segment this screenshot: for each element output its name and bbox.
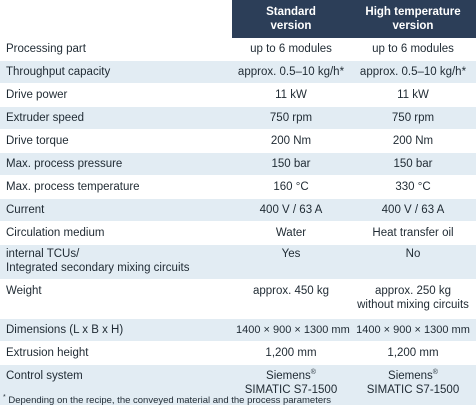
row-label: Max. process pressure <box>0 152 232 176</box>
row-max-process-temperature: Max. process temperature 160 °C 330 °C <box>0 175 476 199</box>
row-label: Max. process temperature <box>0 175 232 199</box>
footnote-text: Depending on the recipe, the conveyed ma… <box>8 395 332 407</box>
header-row: Standard version High temperature versio… <box>0 0 476 38</box>
header-high-temp-line-2: version <box>392 20 434 32</box>
row-dimensions: Dimensions (L x B x H) 1400 × 900 × 1300… <box>0 318 476 342</box>
row-label: Processing part <box>0 38 232 61</box>
header-standard-version: Standard version <box>232 0 350 38</box>
high-temp-value: approx. 0.5–10 kg/h* <box>350 60 476 84</box>
row-internal-tcus: internal TCUs/ Integrated secondary mixi… <box>0 244 476 280</box>
standard-value: 11 kW <box>232 83 350 107</box>
standard-value-line-1: Siemens <box>266 370 311 382</box>
registered-mark: ® <box>310 369 316 377</box>
standard-value: 400 V / 63 A <box>232 198 350 222</box>
row-current: Current 400 V / 63 A 400 V / 63 A <box>0 198 476 222</box>
high-temp-value-line-1: Siemens <box>388 370 433 382</box>
row-label: internal TCUs/ Integrated secondary mixi… <box>0 244 232 280</box>
row-label: Weight <box>0 279 232 319</box>
row-circulation-medium: Circulation medium Water Heat transfer o… <box>0 221 476 245</box>
row-label: Circulation medium <box>0 221 232 245</box>
row-max-process-pressure: Max. process pressure 150 bar 150 bar <box>0 152 476 176</box>
row-label-line-1: internal TCUs/ <box>6 248 80 260</box>
standard-value: 750 rpm <box>232 106 350 130</box>
row-label: Current <box>0 198 232 222</box>
high-temp-value: Heat transfer oil <box>350 221 476 245</box>
standard-value: Siemens® SIMATIC S7-1500 <box>232 364 350 406</box>
row-weight: Weight approx. 450 kg approx. 250 kg wit… <box>0 279 476 319</box>
row-processing-part: Processing part up to 6 modules up to 6 … <box>0 38 476 61</box>
high-temp-value: 200 Nm <box>350 129 476 153</box>
row-label: Control system <box>0 364 232 406</box>
header-high-temperature-version: High temperature version <box>350 0 476 38</box>
high-temp-value: 330 °C <box>350 175 476 199</box>
row-throughput-capacity: Throughput capacity approx. 0.5–10 kg/h*… <box>0 60 476 84</box>
standard-value: approx. 0.5–10 kg/h* <box>232 60 350 84</box>
standard-value: Yes <box>232 244 350 280</box>
header-standard-line-2: version <box>270 20 312 32</box>
high-temp-value: up to 6 modules <box>350 38 476 61</box>
high-temp-value: 1,200 mm <box>350 341 476 365</box>
row-label: Drive torque <box>0 129 232 153</box>
standard-value: 200 Nm <box>232 129 350 153</box>
row-label-line-2: Integrated secondary mixing circuits <box>6 262 190 274</box>
standard-value: 160 °C <box>232 175 350 199</box>
row-extruder-speed: Extruder speed 750 rpm 750 rpm <box>0 106 476 130</box>
row-control-system: Control system Siemens® SIMATIC S7-1500 … <box>0 364 476 406</box>
row-extrusion-height: Extrusion height 1,200 mm 1,200 mm <box>0 341 476 365</box>
standard-value: Water <box>232 221 350 245</box>
row-drive-torque: Drive torque 200 Nm 200 Nm <box>0 129 476 153</box>
high-temp-value: 150 bar <box>350 152 476 176</box>
row-label: Throughput capacity <box>0 60 232 84</box>
standard-value: up to 6 modules <box>232 38 350 61</box>
row-drive-power: Drive power 11 kW 11 kW <box>0 83 476 107</box>
standard-value: 1400 × 900 × 1300 mm <box>232 318 350 342</box>
registered-mark: ® <box>432 369 438 377</box>
high-temp-value: 750 rpm <box>350 106 476 130</box>
standard-value: 150 bar <box>232 152 350 176</box>
high-temp-value: Siemens® SIMATIC S7-1500 <box>350 364 476 406</box>
header-standard-line-1: Standard <box>266 6 316 18</box>
standard-value: approx. 450 kg <box>232 279 350 319</box>
header-blank-cell <box>0 0 232 38</box>
high-temp-value: 11 kW <box>350 83 476 107</box>
high-temp-value: 400 V / 63 A <box>350 198 476 222</box>
high-temp-value-line-1: approx. 250 kg <box>374 285 452 297</box>
row-label: Extruder speed <box>0 106 232 130</box>
footnote: * Depending on the recipe, the conveyed … <box>3 394 331 406</box>
high-temp-value-line-2: without mixing circuits <box>357 299 469 311</box>
high-temp-value: 1400 × 900 × 1300 mm <box>350 318 476 342</box>
high-temp-value: No <box>350 244 476 280</box>
footnote-marker: * <box>3 394 6 401</box>
high-temp-value: approx. 250 kg without mixing circuits <box>350 279 476 319</box>
header-high-temp-line-1: High temperature <box>365 6 461 18</box>
high-temp-value-line-2: SIMATIC S7-1500 <box>366 384 460 396</box>
standard-value: 1,200 mm <box>232 341 350 365</box>
standard-value-line-2: SIMATIC S7-1500 <box>244 384 338 396</box>
row-label: Extrusion height <box>0 341 232 365</box>
row-label: Dimensions (L x B x H) <box>0 318 232 342</box>
row-label: Drive power <box>0 83 232 107</box>
